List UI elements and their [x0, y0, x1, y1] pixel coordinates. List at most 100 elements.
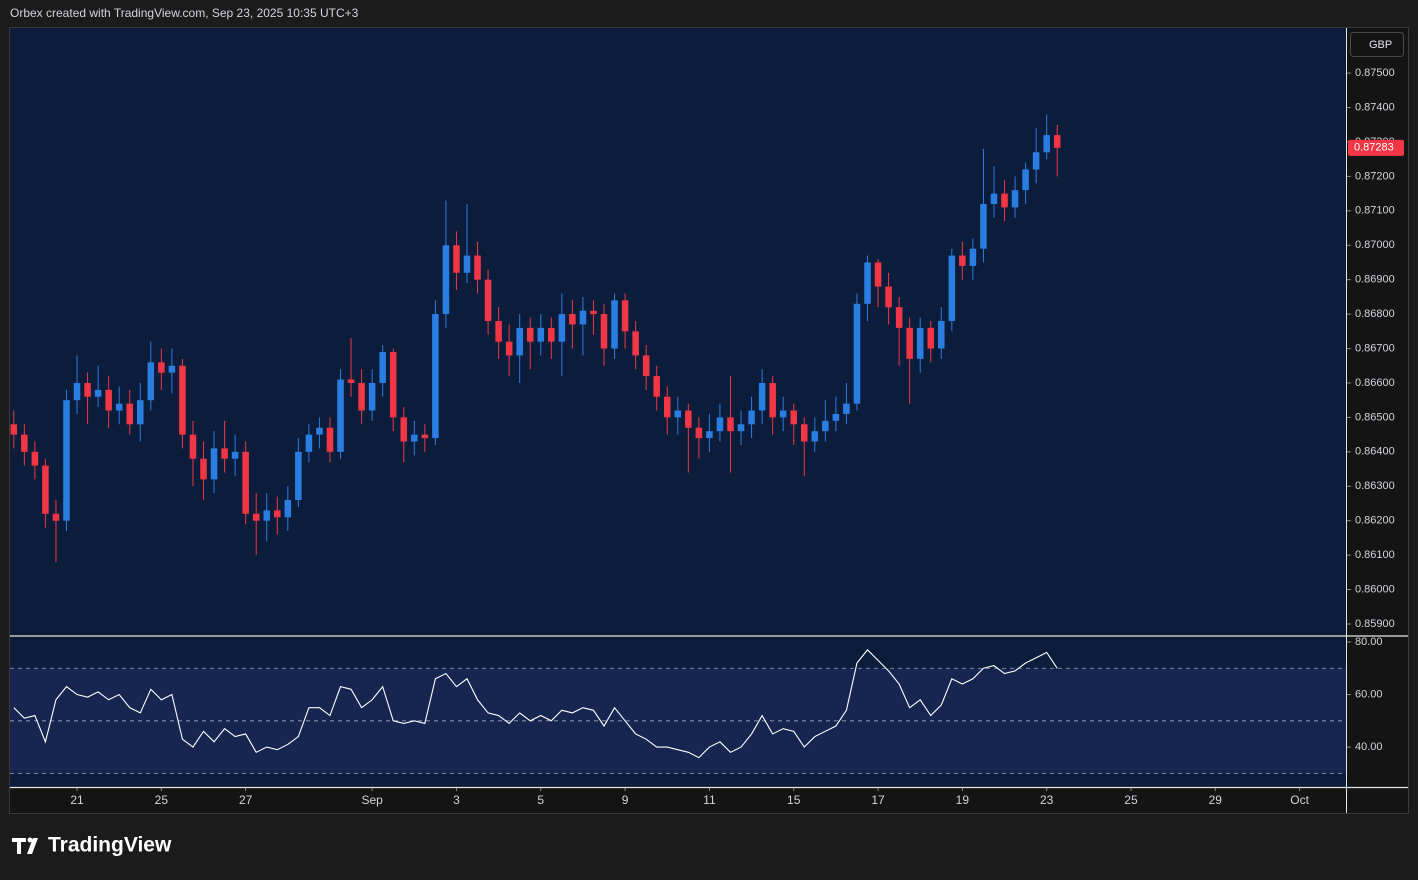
- candle-body: [453, 245, 460, 273]
- candle-body: [737, 424, 745, 432]
- candle-body: [242, 451, 249, 514]
- candle-body: [1053, 135, 1061, 148]
- x-tick-label: 21: [70, 793, 84, 807]
- x-tick-label: 29: [1209, 793, 1223, 807]
- candle-body: [779, 410, 787, 418]
- candle-body: [284, 500, 292, 518]
- candle-body: [590, 310, 597, 315]
- y-tick-label: 0.86000: [1355, 583, 1395, 595]
- candle-body: [73, 382, 81, 401]
- candle-body: [695, 427, 703, 439]
- candle-body: [1011, 190, 1019, 208]
- candle-body: [969, 248, 977, 266]
- candle-body: [980, 203, 987, 249]
- candle-body: [337, 379, 344, 452]
- y-tick-label: 0.86600: [1355, 377, 1395, 389]
- candle-body: [822, 420, 829, 432]
- candle-body: [579, 310, 587, 325]
- x-tick-label: 5: [537, 793, 544, 807]
- candle-body: [274, 510, 281, 518]
- candle-body: [611, 300, 618, 349]
- candle-body: [558, 314, 566, 342]
- candle-body: [537, 327, 545, 342]
- candle-body: [105, 389, 112, 411]
- candle-body: [811, 431, 819, 442]
- candle-body: [305, 434, 313, 452]
- y-tick-label: 0.86900: [1355, 274, 1395, 286]
- x-tick-label: 15: [787, 793, 801, 807]
- x-tick-label: 27: [239, 793, 253, 807]
- candle-body: [295, 451, 302, 501]
- y-tick-label: 0.86100: [1355, 549, 1395, 561]
- x-tick-label: 17: [871, 793, 885, 807]
- candle-body: [21, 434, 28, 452]
- y-tick-label: 0.87400: [1355, 101, 1395, 113]
- branding: TradingView: [48, 834, 172, 857]
- candle-body: [832, 413, 840, 421]
- attribution: Orbex created with TradingView.com, Sep …: [10, 6, 359, 20]
- candle-body: [42, 465, 49, 514]
- x-tick-label: 9: [622, 793, 629, 807]
- candle-body: [189, 434, 197, 459]
- x-tick-label: 19: [956, 793, 970, 807]
- x-tick-label: 25: [155, 793, 169, 807]
- candle-body: [990, 193, 998, 204]
- candle-body: [400, 417, 408, 442]
- candle-body: [200, 458, 207, 480]
- candle-body: [769, 382, 776, 418]
- candle-body: [147, 362, 155, 401]
- candle-body: [316, 427, 323, 435]
- x-tick-label: 23: [1040, 793, 1054, 807]
- y-tick-label: 60.00: [1355, 688, 1383, 700]
- candle-body: [210, 448, 218, 480]
- price-pane: [10, 28, 1346, 635]
- y-tick-label: 0.86700: [1355, 342, 1395, 354]
- candle-body: [758, 382, 766, 411]
- candle-body: [621, 300, 629, 332]
- candle-body: [31, 451, 39, 466]
- candle-body: [685, 410, 692, 428]
- logo-mark: [12, 838, 26, 854]
- candle-body: [442, 245, 450, 315]
- candle-body: [463, 255, 471, 273]
- candle-body: [52, 513, 60, 521]
- candle-body: [874, 262, 882, 287]
- candle-body: [168, 365, 176, 373]
- y-tick-label: 0.87000: [1355, 239, 1395, 251]
- candle-body: [885, 286, 892, 308]
- candle-body: [1032, 152, 1040, 170]
- candle-body: [421, 434, 429, 439]
- logo-mark: [27, 838, 38, 854]
- candle-body: [432, 314, 439, 439]
- candle-body: [326, 427, 334, 452]
- x-tick-label: Sep: [361, 793, 383, 807]
- candle-body: [158, 362, 165, 373]
- candle-body: [526, 327, 534, 342]
- candle-body: [411, 434, 418, 442]
- candle-body: [10, 424, 18, 435]
- time-axis: [10, 788, 1346, 813]
- candle-body: [252, 513, 260, 521]
- y-tick-label: 0.86500: [1355, 411, 1395, 423]
- candle-body: [63, 400, 70, 521]
- candle-body: [948, 255, 956, 321]
- candle-body: [959, 255, 966, 266]
- candle-body: [379, 351, 386, 383]
- candle-body: [790, 410, 797, 425]
- candle-body: [484, 279, 492, 321]
- candle-body: [864, 262, 871, 304]
- currency-button[interactable]: [1350, 32, 1404, 57]
- rsi-line: [13, 649, 1058, 759]
- candle-body: [938, 320, 945, 349]
- candle-body: [843, 403, 850, 414]
- candle-body: [569, 314, 576, 325]
- candle-body: [84, 382, 91, 397]
- x-tick-label: 25: [1124, 793, 1138, 807]
- currency-label: GBP: [1369, 39, 1392, 51]
- candle-body: [1001, 193, 1008, 208]
- frame: [9, 27, 1409, 814]
- candle-body: [663, 396, 671, 418]
- y-tick-label: 0.86800: [1355, 308, 1395, 320]
